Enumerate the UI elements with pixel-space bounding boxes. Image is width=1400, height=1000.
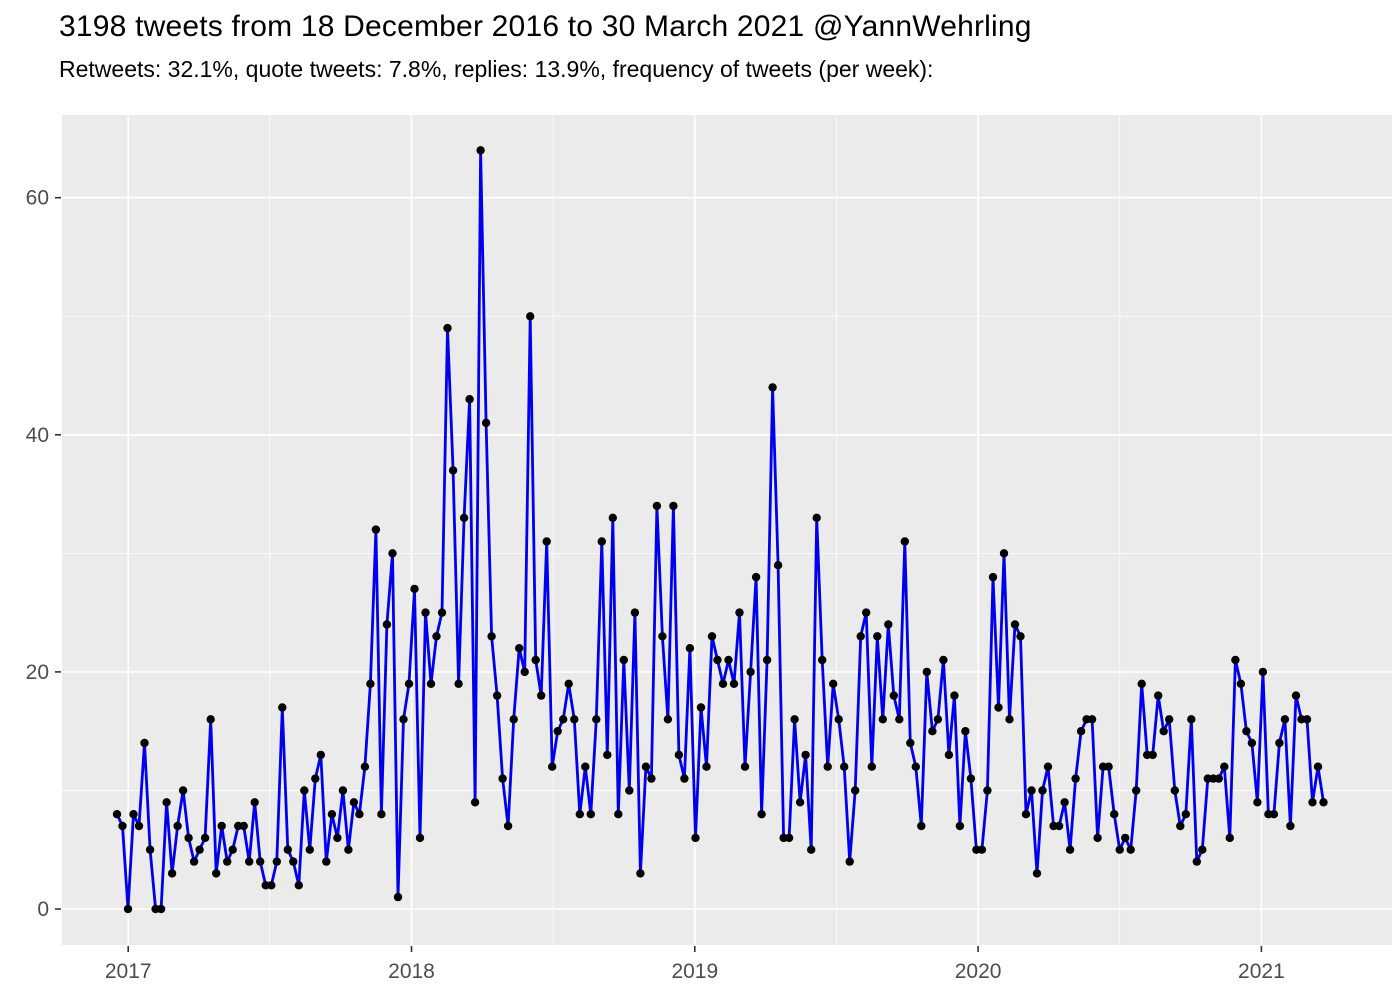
x-axis-label: 2019: [671, 960, 718, 983]
y-axis-label: 60: [26, 187, 49, 210]
x-axis-label: 2018: [388, 960, 435, 983]
axis-tick-marks: [55, 196, 1263, 952]
data-points: [112, 146, 1328, 914]
y-axis-label: 20: [26, 661, 49, 684]
x-axis-labels: 2017 2018 2019 2020 2021: [105, 960, 1285, 983]
plot-panel: [62, 115, 1392, 945]
minor-gridlines: [62, 115, 1392, 945]
frequency-line: [115, 148, 1325, 911]
x-axis-label: 2021: [1238, 960, 1285, 983]
y-axis-label: 40: [26, 424, 49, 447]
x-axis-label: 2020: [955, 960, 1002, 983]
y-axis-labels: 0 20 40 60: [26, 187, 49, 921]
y-axis-label: 0: [37, 898, 49, 921]
chart-title: 3198 tweets from 18 December 2016 to 30 …: [59, 10, 1032, 43]
chart-subtitle: Retweets: 32.1%, quote tweets: 7.8%, rep…: [59, 55, 934, 82]
chart-header: 3198 tweets from 18 December 2016 to 30 …: [59, 8, 1032, 84]
x-axis-label: 2017: [105, 960, 152, 983]
